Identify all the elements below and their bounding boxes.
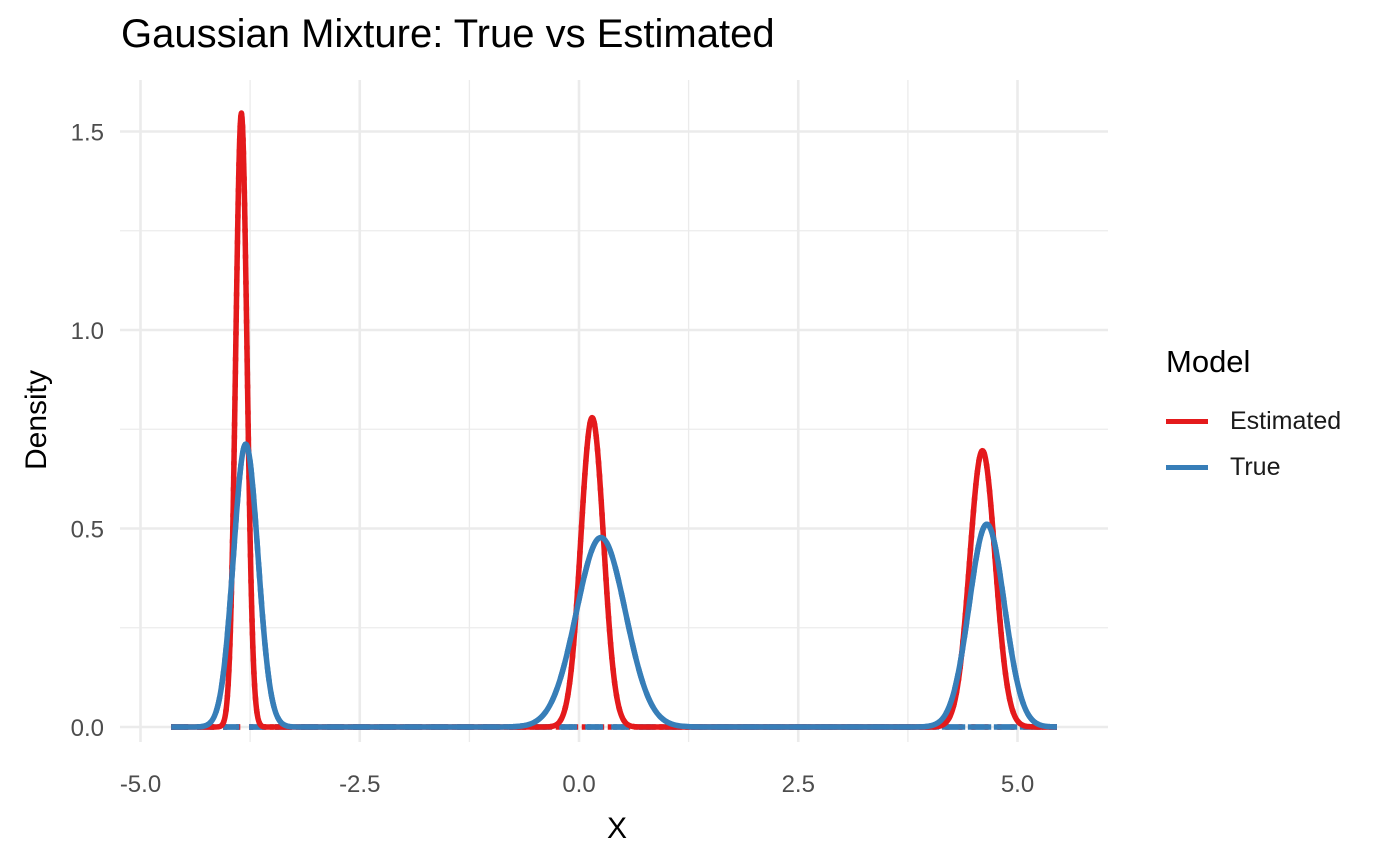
x-axis-title: X <box>607 812 627 845</box>
y-tick-label: 1.5 <box>71 120 104 147</box>
x-tick-labels: -5.0 -2.5 0.0 2.5 5.0 <box>120 771 1034 798</box>
legend-label-estimated: Estimated <box>1230 406 1342 435</box>
chart-title: Gaussian Mixture: True vs Estimated <box>121 12 775 56</box>
x-tick-label: -2.5 <box>339 771 380 798</box>
series-layer <box>169 110 1060 730</box>
grid <box>120 80 1108 742</box>
x-tick-label: 2.5 <box>782 771 815 798</box>
x-tick-label: -5.0 <box>120 771 161 798</box>
y-tick-label: 0.0 <box>71 715 104 742</box>
legend: Model Estimated True <box>1166 344 1341 490</box>
legend-item-true: True <box>1166 444 1341 490</box>
series-true-mixture <box>169 441 1060 730</box>
x-tick-label: 0.0 <box>562 771 595 798</box>
y-axis-title: Density <box>20 370 53 470</box>
legend-title: Model <box>1166 344 1251 379</box>
y-tick-label: 0.5 <box>71 517 104 544</box>
y-tick-label: 1.0 <box>71 318 104 345</box>
legend-item-estimated: Estimated <box>1166 398 1341 444</box>
y-tick-labels: 0.0 0.5 1.0 1.5 <box>71 120 104 743</box>
x-tick-label: 5.0 <box>1001 771 1034 798</box>
series-estimated-component-1 <box>171 112 1057 730</box>
series-estimated-mixture <box>169 110 1060 730</box>
legend-label-true: True <box>1230 452 1281 481</box>
legend-key-true <box>1166 464 1208 470</box>
legend-key-estimated <box>1166 418 1208 424</box>
